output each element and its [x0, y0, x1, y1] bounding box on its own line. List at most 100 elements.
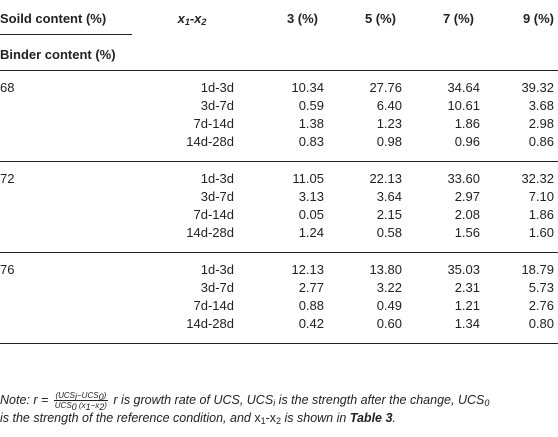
table-row: 7d-14d 0.88 0.49 1.21 2.76 — [0, 297, 558, 315]
header-9-percent: 9 (%) — [522, 11, 554, 26]
value-9-cell: 7.10 — [528, 189, 554, 204]
value-9-cell: 18.79 — [480, 252, 558, 279]
period-cell: 14d-28d — [134, 315, 250, 344]
value-7-cell: 1.86 — [454, 116, 480, 131]
binder-content-cell: 76 — [0, 252, 134, 279]
value-9-cell: 39.32 — [480, 70, 558, 97]
value-5-cell: 0.98 — [376, 134, 402, 149]
value-3-cell: 1.24 — [298, 225, 324, 240]
value-3-cell: 12.13 — [250, 252, 324, 279]
value-3-cell: 0.05 — [298, 207, 324, 222]
table-row: 14d-28d 0.42 0.60 1.34 0.80 — [0, 315, 558, 344]
value-5-cell: 27.76 — [324, 70, 402, 97]
table-3-reference: Table 3 — [349, 411, 393, 426]
binder-content-cell — [0, 115, 134, 133]
value-9-cell: 0.80 — [480, 315, 558, 344]
period-cell: 7d-14d — [193, 298, 234, 313]
growth-rate-fraction: (UCSi−UCS0) UCS0 (x1−x2) — [53, 391, 108, 413]
table-row: 68 1d-3d 10.34 27.76 34.64 39.32 — [0, 70, 558, 97]
value-9-cell: 0.86 — [528, 134, 554, 149]
value-5-cell: 0.60 — [324, 315, 402, 344]
value-9-cell: 2.76 — [528, 298, 554, 313]
value-5-cell: 0.49 — [376, 298, 402, 313]
value-9-cell: 32.32 — [480, 161, 558, 188]
value-7-cell: 1.34 — [402, 315, 480, 344]
table-row: 7d-14d 1.38 1.23 1.86 2.98 — [0, 115, 558, 133]
table-row: 3d-7d 3.13 3.64 2.97 7.10 — [0, 188, 558, 206]
table-row: 72 1d-3d 11.05 22.13 33.60 32.32 — [0, 161, 558, 188]
binder-content-cell — [0, 297, 134, 315]
table-row: 76 1d-3d 12.13 13.80 35.03 18.79 — [0, 252, 558, 279]
value-9-cell: 1.60 — [528, 225, 554, 240]
value-7-cell: 0.96 — [454, 134, 480, 149]
period-cell: 14d-28d — [186, 225, 234, 240]
value-5-cell: 3.22 — [376, 280, 402, 295]
period-cell: 7d-14d — [193, 116, 234, 131]
header-binder-content: Binder content (%) — [0, 47, 116, 62]
binder-content-cell — [0, 279, 134, 297]
value-3-cell: 11.05 — [250, 161, 324, 188]
header-x1-x2: x1-x2 — [177, 11, 207, 27]
period-cell: 3d-7d — [200, 189, 234, 204]
value-7-cell: 2.08 — [454, 207, 480, 222]
binder-content-cell — [0, 224, 134, 253]
value-5-cell: 3.64 — [376, 189, 402, 204]
binder-content-cell: 72 — [0, 161, 134, 188]
value-7-cell: 2.97 — [454, 189, 480, 204]
table-subheader-row: Binder content (%) — [0, 40, 558, 71]
value-7-cell: 2.31 — [454, 280, 480, 295]
value-7-cell: 34.64 — [402, 70, 480, 97]
table-row: 14d-28d 1.24 0.58 1.56 1.60 — [0, 224, 558, 253]
value-3-cell: 2.77 — [298, 280, 324, 295]
value-5-cell: 22.13 — [324, 161, 402, 188]
period-cell: 1d-3d — [134, 70, 250, 97]
binder-content-cell — [0, 188, 134, 206]
value-3-cell: 3.13 — [298, 189, 324, 204]
value-3-cell: 0.42 — [250, 315, 324, 344]
value-3-cell: 1.38 — [298, 116, 324, 131]
table-row: 3d-7d 0.59 6.40 10.61 3.68 — [0, 97, 558, 115]
binder-content-cell: 68 — [0, 70, 134, 97]
table-row: 14d-28d 0.83 0.98 0.96 0.86 — [0, 133, 558, 162]
value-9-cell: 3.68 — [528, 98, 554, 113]
binder-content-cell — [0, 206, 134, 224]
value-7-cell: 1.21 — [454, 298, 480, 313]
period-cell: 1d-3d — [134, 161, 250, 188]
header-7-percent: 7 (%) — [442, 11, 474, 26]
binder-content-cell — [0, 97, 134, 115]
value-9-cell: 2.98 — [528, 116, 554, 131]
period-cell: 7d-14d — [193, 207, 234, 222]
value-7-cell: 35.03 — [402, 252, 480, 279]
value-5-cell: 6.40 — [376, 98, 402, 113]
value-5-cell: 1.23 — [376, 116, 402, 131]
header-soild-content: Soild content (%) — [0, 6, 134, 40]
binder-content-cell — [0, 133, 134, 162]
value-3-cell: 0.83 — [298, 134, 324, 149]
value-5-cell: 13.80 — [324, 252, 402, 279]
value-7-cell: 33.60 — [402, 161, 480, 188]
value-3-cell: 10.34 — [250, 70, 324, 97]
table-note: Note: r = (UCSi−UCS0) UCS0 (x1−x2) r is g… — [0, 390, 558, 428]
period-cell: 1d-3d — [134, 252, 250, 279]
period-cell: 3d-7d — [200, 98, 234, 113]
value-9-cell: 1.86 — [528, 207, 554, 222]
header-3-percent: 3 (%) — [286, 11, 318, 26]
period-cell: 3d-7d — [200, 280, 234, 295]
table-header-row: Soild content (%) x1-x2 3 (%) 5 (%) 7 (%… — [0, 6, 558, 40]
period-cell: 14d-28d — [186, 134, 234, 149]
growth-rate-table: Soild content (%) x1-x2 3 (%) 5 (%) 7 (%… — [0, 6, 558, 344]
value-3-cell: 0.88 — [298, 298, 324, 313]
note-line-1: Note: r = (UCSi−UCS0) UCS0 (x1−x2) r is g… — [0, 391, 490, 413]
binder-content-cell — [0, 315, 134, 344]
value-7-cell: 1.56 — [454, 225, 480, 240]
value-3-cell: 0.59 — [298, 98, 324, 113]
value-5-cell: 2.15 — [376, 207, 402, 222]
header-5-percent: 5 (%) — [364, 11, 396, 26]
value-7-cell: 10.61 — [447, 98, 480, 113]
table-row: 3d-7d 2.77 3.22 2.31 5.73 — [0, 279, 558, 297]
table-row: 7d-14d 0.05 2.15 2.08 1.86 — [0, 206, 558, 224]
value-9-cell: 5.73 — [528, 280, 554, 295]
note-line-2: is the strength of the reference conditi… — [0, 411, 396, 427]
value-5-cell: 0.58 — [376, 225, 402, 240]
